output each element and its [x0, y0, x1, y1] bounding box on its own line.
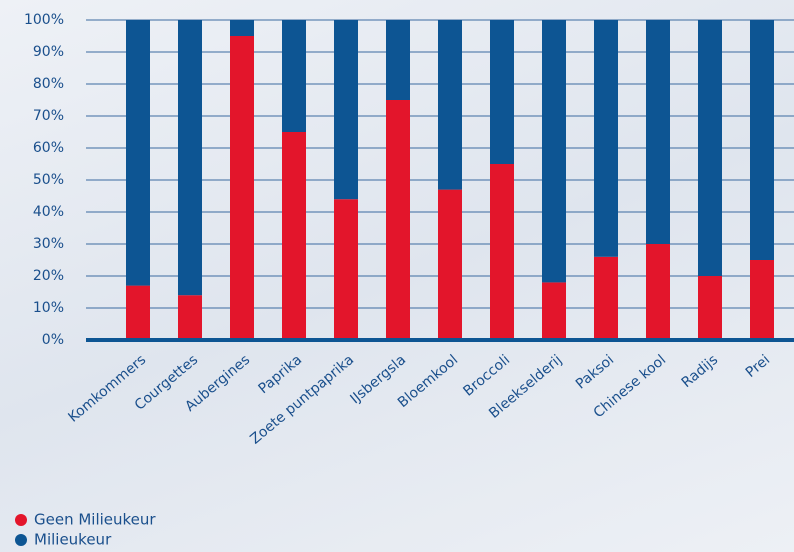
legend-label: Milieukeur	[34, 531, 112, 549]
bar-segment	[438, 20, 462, 190]
bar-segment	[178, 295, 202, 340]
x-tick-label: Radijs	[679, 352, 721, 391]
y-tick-label: 40%	[33, 204, 64, 220]
bar-segment	[178, 20, 202, 296]
bar-segment	[490, 164, 514, 340]
bar-segment	[542, 20, 566, 283]
x-tick-label: Prei	[743, 352, 773, 381]
y-tick-label: 20%	[33, 268, 64, 284]
bar-segment	[542, 282, 566, 340]
x-tick-label: Paksoi	[573, 352, 617, 393]
y-tick-label: 100%	[24, 12, 64, 28]
bar-segment	[334, 20, 358, 200]
bar-segment	[282, 132, 306, 340]
bar-segment	[698, 20, 722, 276]
bar-segment	[126, 285, 150, 340]
bar-segment	[594, 256, 618, 340]
y-tick-label: 60%	[33, 140, 64, 156]
bar-segment	[438, 189, 462, 340]
bar-segment	[334, 199, 358, 340]
legend-marker	[15, 534, 27, 546]
bar-segment	[282, 20, 306, 132]
bar-segment	[386, 100, 410, 340]
bar-segment	[594, 20, 618, 257]
bar-segment	[490, 20, 514, 164]
y-tick-label: 80%	[33, 76, 64, 92]
y-tick-label: 70%	[33, 108, 64, 124]
legend-marker	[15, 514, 27, 526]
bar-segment	[698, 276, 722, 340]
bar-segment	[750, 20, 774, 260]
bar-segment	[126, 20, 150, 286]
bar-segment	[386, 20, 410, 100]
bar-segment	[750, 260, 774, 340]
bar-segment	[646, 244, 670, 340]
legend-label: Geen Milieukeur	[34, 511, 156, 529]
bar-segment	[230, 20, 254, 36]
bar-segment	[230, 36, 254, 340]
y-tick-label: 30%	[33, 236, 64, 252]
y-tick-label: 10%	[33, 300, 64, 316]
bar-segment	[646, 20, 670, 244]
x-tick-label: Komkommers	[65, 352, 149, 426]
y-tick-label: 50%	[33, 172, 64, 188]
y-tick-label: 0%	[42, 332, 64, 348]
x-tick-label: Paprika	[256, 352, 306, 397]
y-tick-label: 90%	[33, 44, 64, 60]
